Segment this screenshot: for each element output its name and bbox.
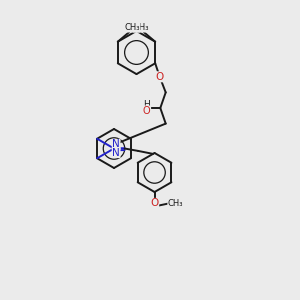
Text: N: N	[112, 140, 120, 149]
Text: O: O	[150, 198, 159, 208]
Text: CH₃: CH₃	[168, 199, 183, 208]
Text: O: O	[156, 72, 164, 82]
Text: H: H	[143, 100, 150, 109]
Text: CH₃: CH₃	[124, 23, 140, 32]
Text: CH₃: CH₃	[133, 23, 148, 32]
Text: O: O	[143, 106, 151, 116]
Text: N: N	[112, 148, 120, 158]
